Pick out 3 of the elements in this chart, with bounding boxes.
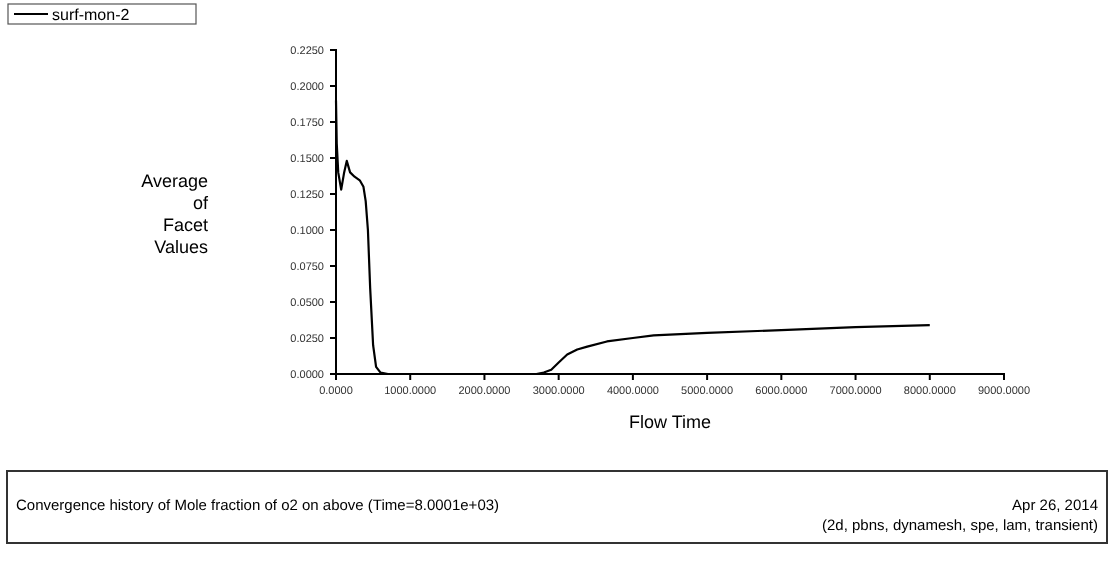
x-axis-title: Flow Time: [628, 412, 712, 432]
y-axis-title: Average of Facet Values: [141, 171, 209, 257]
legend-label: surf-mon-2: [52, 6, 131, 24]
